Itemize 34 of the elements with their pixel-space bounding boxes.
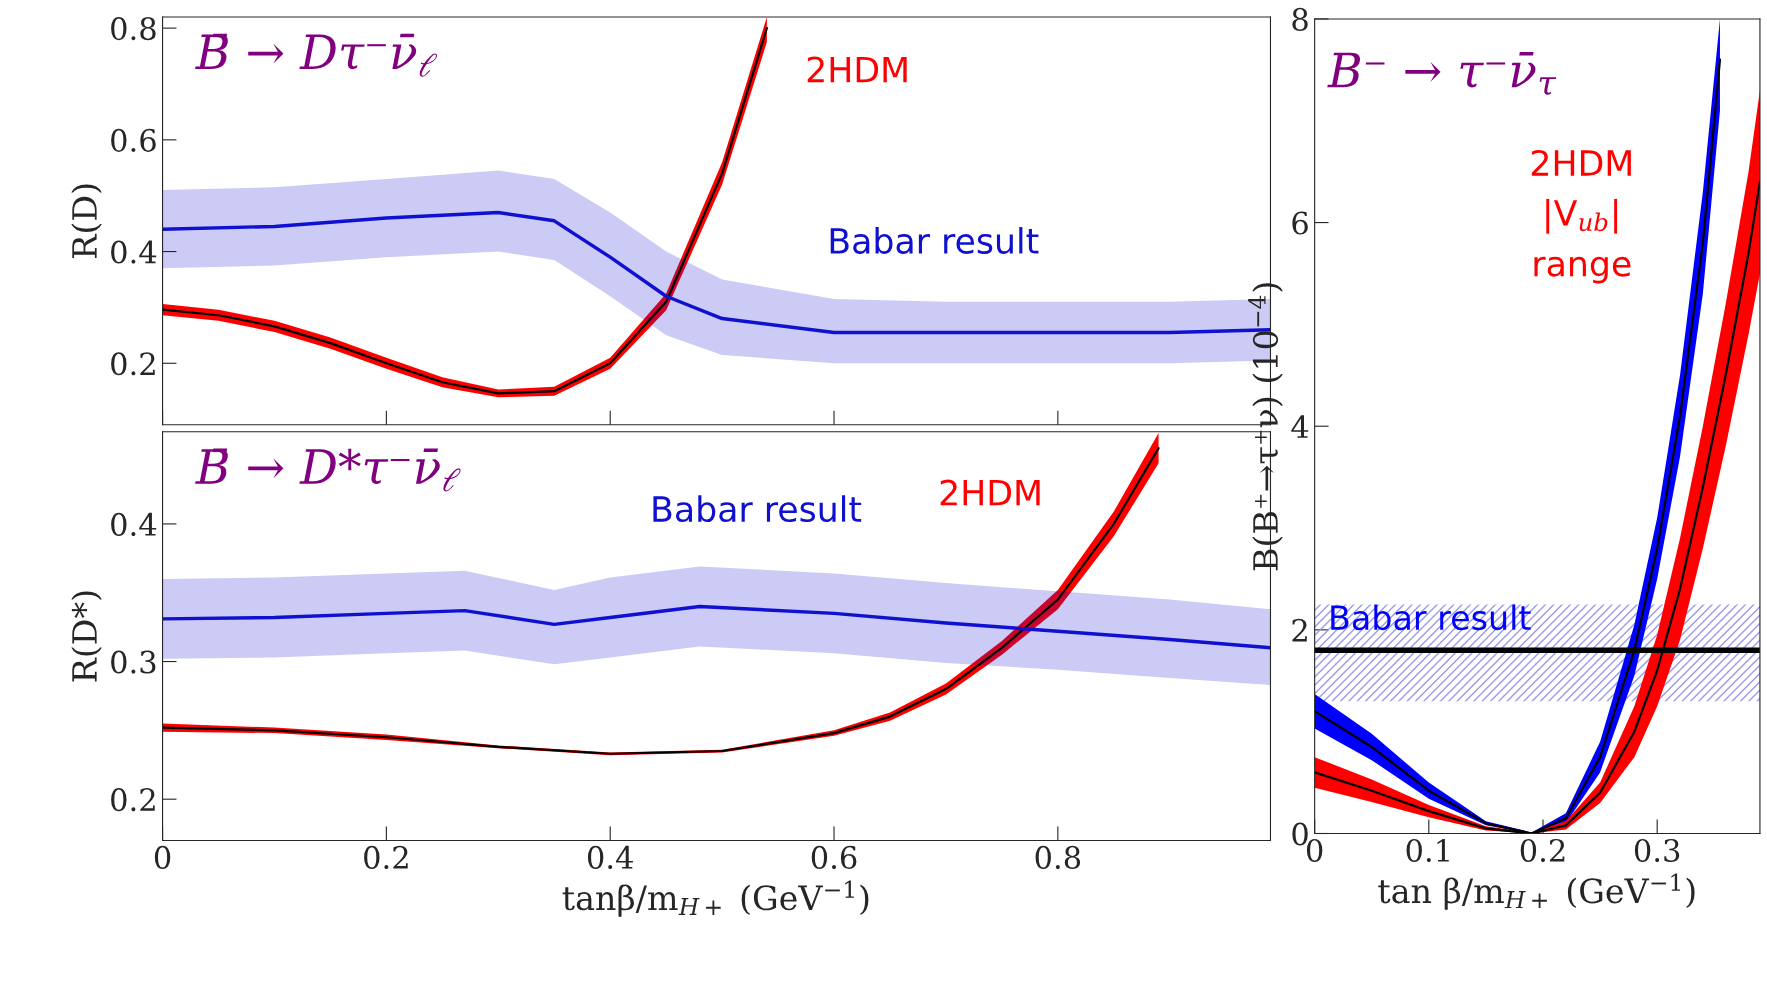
y-tick-label: 0.6 [111,128,156,152]
series-label: 2HDM [807,56,907,83]
line-series [162,604,1271,650]
y-tick-label: 6 [1292,211,1308,235]
text: 2HDM [940,479,1040,506]
text: B⁻ → τ⁻ν̄$_{τ}$ [1327,51,1557,95]
chart-title: B̄ → D*τ⁻ν̄$_{ℓ}$ [195,448,461,492]
x-tick-label: 0.8 [1035,845,1081,869]
y-tick-label: 0.8 [111,17,156,41]
y-tick-label: 0.2 [111,352,155,376]
x-axis-title: tan β/m$_{H+}$ (GeV$^{−1}$) [1378,873,1695,910]
y-tick-label: 4 [1291,415,1309,438]
y-tick-label: 0.3 [111,650,156,674]
x-tick-label: 0.3 [1634,838,1680,863]
text: Babar result [830,227,1039,254]
y-axis-title: R(D) [71,184,102,258]
x-tick-label: 0.1 [1406,838,1449,863]
y-axis-title: B(B⁺→τ⁺ν) (10$^{−4}$) [1248,283,1283,571]
band-label: Babar result [1331,604,1531,631]
y-tick-label: 8 [1292,7,1308,31]
y-tick-label: 2 [1292,618,1307,642]
x-axis-title: tanβ/m$_{H+}$ (GeV$^{−1}$) [562,880,869,917]
x-tick-label: 0.2 [1520,838,1565,863]
y-tick-label: 0.2 [111,788,155,812]
y-axis-title: R(D*) [71,591,102,682]
x-tick-label: 0.4 [587,845,633,869]
annotation: 2HDM |V$_{ub}$| range [1531,149,1631,284]
text: Babar result [653,495,862,523]
chart-title: B̄ → Dτ⁻ν̄$_{ℓ}$ [195,33,438,77]
y-tick-label: 0 [1292,822,1308,846]
x-tick-label: 0.2 [364,845,408,869]
x-tick-label: 0.6 [811,845,857,869]
y-tick-label: 0.4 [111,512,157,536]
y-tick-label: 0.4 [111,240,157,264]
